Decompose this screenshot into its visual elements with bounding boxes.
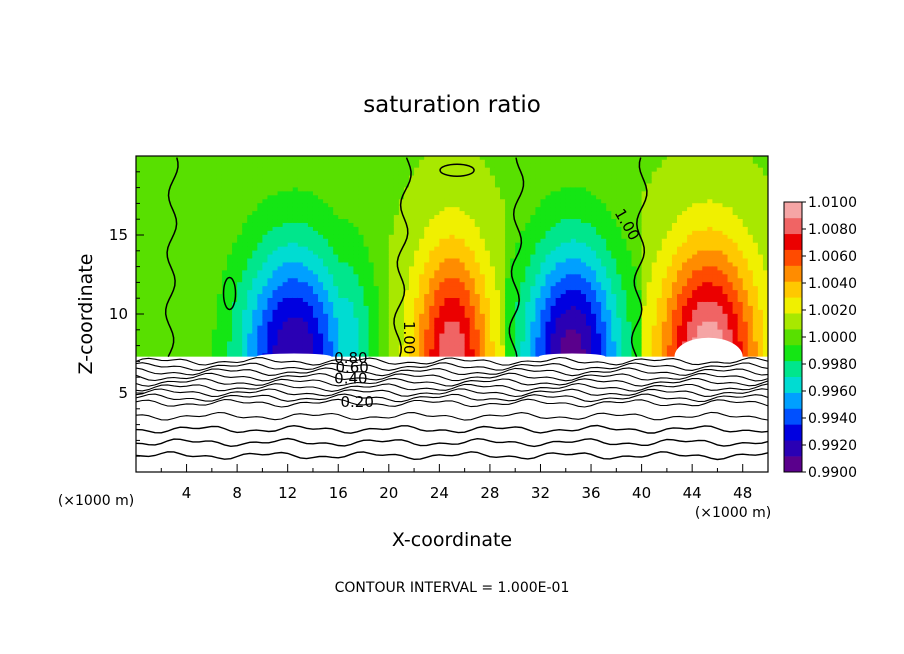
saturation-field (136, 156, 768, 472)
colorbar-label: 0.9980 (808, 357, 857, 373)
colorbar-label: 1.0020 (808, 303, 857, 319)
colorbar-swatch (784, 313, 802, 330)
x-tick-label: 44 (683, 484, 702, 502)
x-tick-label: 48 (733, 484, 752, 502)
colorbar-swatch (784, 424, 802, 441)
x-axis-label: X-coordinate (392, 529, 512, 551)
x-tick-label: 24 (430, 484, 449, 502)
y-axis-label: Z-coordinate (75, 254, 97, 375)
colorbar-swatch (784, 297, 802, 314)
y-tick-label: 15 (109, 226, 128, 244)
contour-label: 0.40 (334, 370, 367, 388)
contour-lines (136, 157, 768, 461)
colorbar-label: 1.0060 (808, 249, 857, 265)
x-axis: 4 8 12 16 20 24 28 32 36 40 44 48 (160, 464, 752, 502)
colorbar-swatch (784, 217, 802, 235)
colorbar-swatch (784, 440, 802, 457)
colorbar-swatch (784, 233, 802, 250)
x-tick-label: 36 (581, 484, 600, 502)
colorbar: 1.0100 1.0080 1.0060 1.0040 1.0020 1.0000 0.99… (783, 195, 857, 481)
chart-title: saturation ratio (363, 92, 541, 118)
colorbar-label: 1.0040 (808, 276, 857, 292)
colorbar-swatch (784, 408, 802, 425)
x-unit-left: (×1000 m) (58, 493, 134, 509)
colorbar-swatch (784, 329, 802, 346)
colorbar-swatch (784, 265, 802, 282)
contour-interval-note: CONTOUR INTERVAL = 1.000E-01 (335, 580, 570, 596)
colorbar-swatch (784, 360, 802, 378)
colorbar-label: 1.0100 (808, 195, 857, 211)
colorbar-swatch (784, 202, 802, 219)
x-unit-right: (×1000 m) (695, 505, 771, 521)
y-axis: 5 10 15 (109, 171, 144, 457)
x-tick-label: 32 (531, 484, 550, 502)
colorbar-label: 1.0000 (808, 330, 857, 346)
colorbar-label: 0.9920 (808, 438, 857, 454)
y-tick-label: 10 (109, 305, 128, 323)
x-tick-label: 20 (379, 484, 398, 502)
contour-label: 0.80 (334, 349, 367, 367)
x-tick-label: 4 (182, 484, 192, 502)
plot-area (136, 156, 768, 472)
colorbar-swatch (784, 456, 802, 473)
colorbar-swatch (784, 249, 802, 266)
colorbar-label: 0.9940 (808, 411, 857, 427)
x-tick-label: 8 (232, 484, 242, 502)
colorbar-swatch (784, 344, 802, 362)
x-tick-label: 12 (278, 484, 297, 502)
contour-label: 1.00 (400, 321, 418, 354)
colorbar-label: 0.9900 (808, 465, 857, 481)
contour-label: 0.20 (340, 393, 373, 411)
x-tick-label: 28 (480, 484, 499, 502)
colorbar-label: 1.0080 (808, 222, 857, 238)
colorbar-swatch (784, 281, 802, 298)
x-tick-label: 16 (329, 484, 348, 502)
x-tick-label: 40 (632, 484, 651, 502)
colorbar-swatch (784, 392, 802, 409)
y-tick-label: 5 (118, 384, 128, 402)
contour-label: 0.60 (335, 358, 368, 376)
colorbar-label: 0.9960 (808, 384, 857, 400)
colorbar-swatch (784, 376, 802, 393)
